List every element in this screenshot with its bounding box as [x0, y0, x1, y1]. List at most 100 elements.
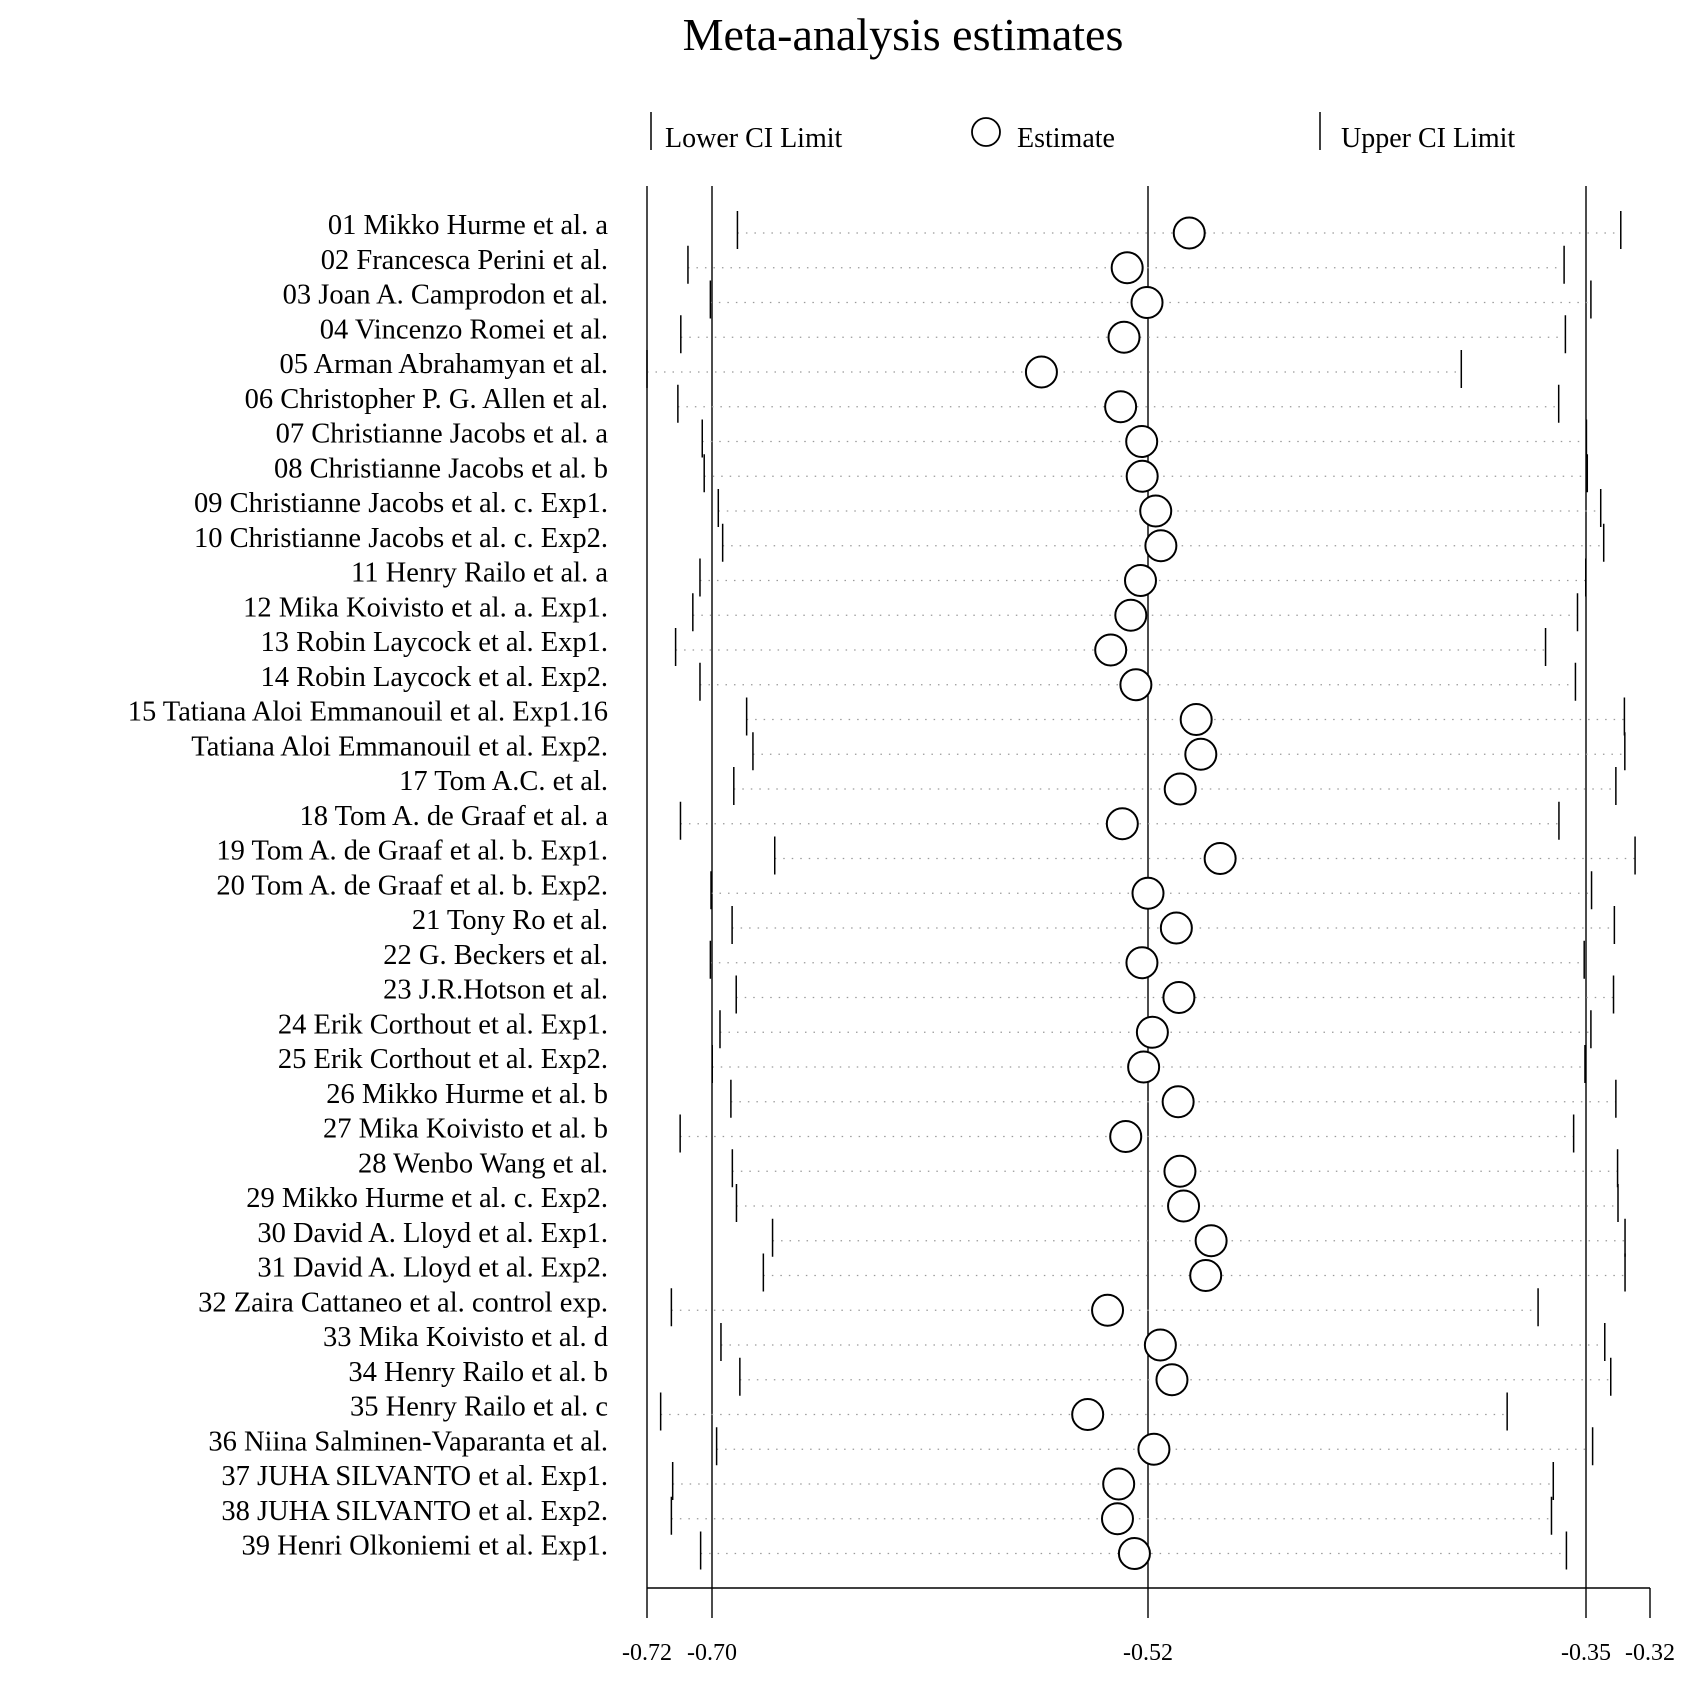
study-label: 39 Henri Olkoniemi et al. Exp1. [242, 1531, 608, 1562]
x-tick-label: -0.52 [1123, 1640, 1173, 1666]
study-row: 20 Tom A. de Graaf et al. b. Exp2. [216, 870, 1593, 910]
study-label: 18 Tom A. de Graaf et al. a [299, 801, 608, 832]
estimate-marker [1137, 1432, 1171, 1466]
study-label: 31 David A. Lloyd et al. Exp2. [257, 1253, 608, 1284]
study-row: 28 Wenbo Wang et al. [358, 1148, 1619, 1188]
study-row: 33 Mika Koivisto et al. d [323, 1322, 1606, 1362]
estimate-marker [1071, 1398, 1105, 1431]
estimate-marker [1179, 703, 1213, 736]
study-row: 25 Erik Corthout et al. Exp2. [278, 1044, 1586, 1084]
study-label: 13 Robin Laycock et al. Exp1. [261, 627, 608, 658]
study-row: 39 Henri Olkoniemi et al. Exp1. [242, 1531, 1568, 1570]
study-label: 09 Christianne Jacobs et al. c. Exp1. [194, 488, 608, 519]
x-tick-label: -0.32 [1625, 1640, 1675, 1666]
study-label: 11 Henry Railo et al. a [351, 558, 608, 589]
estimate-marker [1125, 946, 1159, 980]
legend-estimate-label: Estimate [1017, 123, 1115, 154]
study-label: 15 Tatiana Aloi Emmanouil et al. Exp1.16 [128, 697, 608, 728]
legend: Lower CI Limit Estimate Upper CI Limit [650, 112, 1515, 154]
study-label: 14 Robin Laycock et al. Exp2. [261, 662, 608, 693]
study-row: 34 Henry Railo et al. b [348, 1357, 1612, 1397]
study-row: 01 Mikko Hurme et al. a [328, 210, 1622, 250]
estimate-marker [1189, 1259, 1223, 1292]
estimate-marker [1117, 1537, 1151, 1570]
estimate-marker [1105, 807, 1139, 841]
study-rows: 01 Mikko Hurme et al. a 02 Francesca Peri… [128, 210, 1636, 1570]
study-label: 02 Francesca Perini et al. [321, 245, 608, 276]
study-label: 28 Wenbo Wang et al. [358, 1148, 608, 1179]
estimate-marker [1114, 598, 1148, 632]
estimate-marker [1110, 251, 1144, 285]
estimate-marker [1167, 1189, 1201, 1223]
estimate-marker [1127, 1050, 1161, 1084]
study-label: 23 J.R.Hotson et al. [383, 975, 608, 1006]
study-row: 07 Christianne Jacobs et al. a [276, 419, 1588, 458]
x-tick-label: -0.70 [687, 1640, 737, 1666]
study-label: 06 Christopher P. G. Allen et al. [245, 384, 608, 415]
study-row: 04 Vincenzo Romei et al. [320, 314, 1567, 354]
study-row: 05 Arman Abrahamyan et al. [280, 349, 1463, 389]
study-label: 35 Henry Railo et al. c [350, 1392, 608, 1423]
estimate-marker [1135, 1015, 1169, 1049]
study-label: 24 Erik Corthout et al. Exp1. [278, 1009, 608, 1040]
study-label: 26 Mikko Hurme et al. b [326, 1079, 608, 1110]
study-row: 24 Erik Corthout et al. Exp1. [278, 1009, 1592, 1049]
estimate-marker [1131, 876, 1165, 910]
study-label: 22 G. Beckers et al. [383, 940, 608, 971]
study-label: 04 Vincenzo Romei et al. [320, 314, 608, 345]
study-label: 25 Erik Corthout et al. Exp2. [278, 1044, 608, 1075]
estimate-marker [1172, 216, 1206, 250]
estimate-marker [1024, 355, 1058, 389]
study-label: 20 Tom A. de Graaf et al. b. Exp2. [216, 870, 608, 901]
estimate-marker [1102, 1467, 1136, 1501]
estimate-marker [1203, 842, 1237, 875]
estimate-marker [1125, 459, 1159, 493]
estimate-marker [1194, 1224, 1228, 1258]
study-row: 23 J.R.Hotson et al. [383, 975, 1615, 1014]
estimate-marker [1091, 1293, 1125, 1327]
study-row: 22 G. Beckers et al. [383, 940, 1585, 980]
study-row: 09 Christianne Jacobs et al. c. Exp1. [194, 488, 1602, 528]
study-label: 08 Christianne Jacobs et al. b [274, 453, 608, 484]
study-row: 03 Joan A. Camprodon et al. [283, 280, 1592, 319]
study-row: 26 Mikko Hurme et al. b [326, 1079, 1617, 1119]
study-label: 10 Christianne Jacobs et al. c. Exp2. [194, 523, 608, 554]
study-row: 14 Robin Laycock et al. Exp2. [261, 662, 1577, 702]
study-label: 29 Mikko Hurme et al. c. Exp2. [246, 1183, 608, 1214]
study-label: 19 Tom A. de Graaf et al. b. Exp1. [216, 836, 608, 867]
study-row: 11 Henry Railo et al. a [351, 558, 1587, 597]
study-row: 27 Mika Koivisto et al. b [323, 1114, 1575, 1153]
study-label: 01 Mikko Hurme et al. a [328, 210, 609, 241]
estimate-marker [1123, 564, 1157, 597]
study-label: 17 Tom A.C. et al. [399, 766, 608, 797]
estimate-marker [1143, 1328, 1177, 1362]
study-row: 18 Tom A. de Graaf et al. a [299, 801, 1560, 841]
chart-title: Meta-analysis estimates [683, 9, 1124, 60]
study-label: 12 Mika Koivisto et al. a. Exp1. [243, 592, 608, 623]
estimate-marker [1094, 633, 1128, 667]
x-tick-label: -0.72 [622, 1640, 672, 1666]
study-row: 17 Tom A.C. et al. [399, 766, 1617, 806]
estimate-marker [1125, 425, 1159, 458]
study-row: 12 Mika Koivisto et al. a. Exp1. [243, 592, 1579, 632]
study-row: 36 Niina Salminen-Vaparanta et al. [208, 1426, 1594, 1466]
study-label: 07 Christianne Jacobs et al. a [276, 419, 609, 450]
study-row: 31 David A. Lloyd et al. Exp2. [257, 1253, 1626, 1292]
estimate-marker [1184, 737, 1218, 771]
study-label: 32 Zaira Cattaneo et al. control exp. [198, 1287, 608, 1318]
study-row: 32 Zaira Cattaneo et al. control exp. [198, 1287, 1539, 1327]
legend-estimate-marker [971, 117, 1001, 147]
study-row: 38 JUHA SILVANTO et al. Exp2. [221, 1496, 1553, 1536]
study-row: 21 Tony Ro et al. [412, 905, 1616, 945]
estimate-marker [1130, 286, 1164, 319]
estimate-marker [1161, 1085, 1195, 1119]
estimate-marker [1109, 1120, 1143, 1153]
study-row: 30 David A. Lloyd et al. Exp1. [257, 1218, 1626, 1258]
estimate-marker [1159, 911, 1193, 945]
estimate-marker [1163, 1154, 1197, 1188]
study-row: 15 Tatiana Aloi Emmanouil et al. Exp1.16 [128, 697, 1626, 736]
study-label: 33 Mika Koivisto et al. d [323, 1322, 608, 1353]
study-label: 27 Mika Koivisto et al. b [323, 1114, 608, 1145]
estimate-marker [1139, 494, 1173, 528]
